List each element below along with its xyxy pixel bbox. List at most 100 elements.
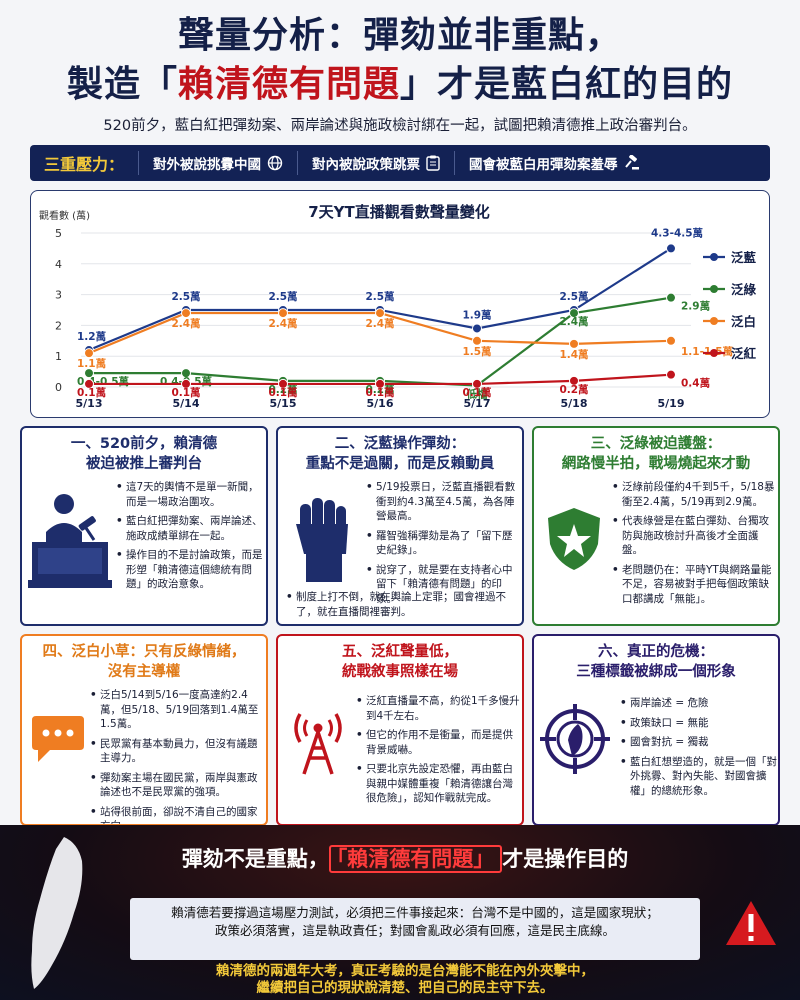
bullet: 泛白5/14到5/16一度高達約2.4萬，但5/18、5/19回落到1.4萬至1…	[90, 688, 266, 732]
data-point	[666, 335, 676, 346]
bullet: 國會對抗 = 獨裁	[620, 735, 778, 750]
data-point	[84, 368, 94, 379]
line-chart: 7天YT直播觀看數聲量變化 觀看數 (萬) 0 1 2 3 4 5 5/13 5/14 5/15 5/…	[39, 203, 757, 410]
data-label: 1.1萬	[77, 357, 106, 370]
card-bullets: 兩岸論述 = 危險 政策缺口 = 無能 國會對抗 = 獨裁 藍白紅想塑造的，就是…	[620, 696, 778, 803]
legend-marker	[710, 285, 718, 293]
bullet: 站得很前面，卻說不清自己的國家方向。	[90, 805, 266, 825]
bullet: 制度上打不倒，就在輿論上定罪；國會裡過不了，就在直播間裡審判。	[286, 590, 522, 619]
legend-marker	[710, 253, 718, 261]
headline-line-1: 聲量分析：彈劾並非重點，	[177, 15, 622, 56]
bullet: 彈劾案主場在國民黨，兩岸與憲政論述也不是民眾黨的強項。	[90, 771, 266, 800]
card-title: 三、泛綠被迫護盤： 網路慢半拍，戰場燒起來才動	[561, 436, 751, 472]
data-label: 1.2萬	[77, 330, 106, 343]
data-point	[375, 308, 385, 319]
card-title: 一、520前夕，賴清德 被迫被推上審判台	[70, 436, 218, 472]
legend-label: 泛藍	[731, 250, 757, 265]
chart-title: 7天YT直播觀看數聲量變化	[308, 203, 490, 221]
data-label: 低檔	[466, 387, 488, 400]
bullet: 但它的作用不是衝量，而是提供背景威嚇。	[356, 728, 522, 757]
line-chart-panel: 7天YT直播觀看數聲量變化 觀看數 (萬) 0 1 2 3 4 5 5/13 5/14 5/15 5/…	[30, 190, 770, 418]
y-axis-label: 觀看數 (萬)	[39, 209, 90, 222]
banner-message: 賴清德若要撐過這場壓力測試，必須把三件事接起來：台灣不是中國的，這是國家現狀； …	[130, 898, 700, 960]
card-title: 二、泛藍操作彈劾： 重點不是過關，而是反賴動員	[305, 436, 495, 472]
data-label: 2.9萬	[681, 300, 710, 313]
crosshair-target-icon	[540, 704, 610, 774]
data-label: 1.1-1.5萬	[681, 345, 733, 358]
clipboard-icon	[426, 155, 440, 171]
pressure-item-parliament: 國會被藍白用彈劾案羞辱	[454, 151, 654, 175]
bullet: 只要北京先設定恐懼，再由藍白與親中媒體重複「賴清德讓台灣很危險」，認知作戰就完成…	[356, 762, 522, 806]
card-title: 四、泛白小草：只有反綠情緒， 沒有主導權	[42, 644, 246, 680]
data-label: 0.2萬	[365, 383, 394, 396]
data-label: 2.5萬	[365, 290, 394, 303]
data-point	[278, 308, 288, 319]
data-label: 0.1萬	[268, 386, 297, 399]
subtitle: 520前夕，藍白紅把彈劾案、兩岸論述與施政檢討綁在一起，試圖把賴清德推上政治審判…	[103, 118, 697, 134]
card-bullets: 泛紅直播量不高，約從1千多慢升到4千左右。 但它的作用不是衝量，而是提供背景威嚇…	[356, 694, 522, 811]
data-point	[666, 369, 676, 380]
banner-callout: 賴清德的兩週年大考，真正考驗的是台灣能不能在內外夾擊中， 繼續把自己的現狀說清楚…	[110, 963, 700, 997]
x-tick-label: 5/16	[367, 397, 394, 410]
y-tick-label: 3	[55, 289, 62, 302]
legend-label: 泛綠	[731, 282, 757, 297]
legend-marker	[710, 349, 718, 357]
bullet: 老問題仍在：平時YT與網路量能不足，容易被對手把每個政策缺口都講成「無能」。	[612, 563, 776, 607]
pressure-item-label: 國會被藍白用彈劾案羞辱	[469, 157, 618, 173]
pressure-lead: 三重壓力：	[44, 155, 125, 174]
card-white-party: 四、泛白小草：只有反綠情緒， 沒有主導權 泛白5/14到5/16一度高達約2.4…	[20, 634, 268, 826]
data-point	[569, 338, 579, 349]
y-tick-label: 0	[55, 381, 62, 394]
data-point	[666, 292, 676, 303]
pressure-bar: 三重壓力： 對外被說挑釁中國 對內被說政策跳票 國會被藍白用彈劾案羞辱	[30, 145, 770, 181]
data-label: 2.4萬	[268, 317, 297, 330]
data-point	[569, 308, 579, 319]
conclusion-banner: 彈劾不是重點， 「賴清德有問題」 才是操作目的 賴清德若要撐過這場壓力測試，必須把三…	[0, 825, 800, 1000]
data-point	[569, 375, 579, 386]
legend-label: 泛白	[731, 314, 756, 329]
data-label: 2.4萬	[171, 317, 200, 330]
x-tick-label: 5/13	[76, 397, 103, 410]
data-point	[472, 378, 482, 389]
data-label: 0.1萬	[365, 386, 394, 399]
bullet: 泛紅直播量不高，約從1千多慢升到4千左右。	[356, 694, 522, 723]
speech-bubble-icon	[32, 716, 84, 762]
card-green-defense: 三、泛綠被迫護盤： 網路慢半拍，戰場燒起來才動 泛綠前段僅約4千到5千，5/18…	[532, 426, 780, 626]
banner-message-line: 政策必須落實，這是執政責任；對國會亂政必須有回應，這是民主底線。	[214, 923, 615, 938]
bullet: 說穿了，就是要在支持者心中留下「賴清德有問題」的印象。	[366, 563, 520, 607]
x-tick-label: 5/19	[658, 397, 685, 410]
card-real-crisis: 六、真正的危機： 三種標籤被綁成一個形象 兩岸論述 = 危險 政策缺口 = 無能…	[532, 634, 780, 826]
judge-podium-icon	[28, 494, 112, 588]
bullet: 代表綠營是在藍白彈劾、台獨攻防與施政檢討升高後才全面護盤。	[612, 514, 776, 558]
headline-highlight: 賴清德有問題	[177, 64, 400, 105]
data-label: 0.2萬	[268, 383, 297, 396]
y-tick-label: 2	[55, 319, 62, 332]
y-tick-label: 1	[55, 350, 62, 363]
data-point	[375, 378, 385, 389]
data-label: 4.3-4.5萬	[651, 226, 703, 239]
data-point	[278, 378, 288, 389]
data-label: 1.9萬	[462, 308, 491, 321]
x-tick-label: 5/17	[464, 397, 491, 410]
data-label: 0.1萬	[77, 386, 106, 399]
card-red-camp: 五、泛紅聲量低， 統戰敘事照樣在場 泛紅直播量不高，約從1千多慢升到4千左右。 …	[276, 634, 524, 826]
bullet: 兩岸論述 = 危險	[620, 696, 778, 711]
card-bullets: 5/19投票日，泛藍直播觀看數衝到約4.3萬至4.5萬，為各陣營最高。 羅智強稱…	[366, 480, 520, 611]
data-label: 0.2萬	[559, 383, 588, 396]
data-label: 1.5萬	[462, 345, 491, 358]
data-label: 1.4萬	[559, 348, 588, 361]
pressure-item-label: 對內被說政策跳票	[312, 157, 421, 173]
pressure-item-label: 對外被說挑釁中國	[153, 157, 262, 173]
headline-suffix: 」才是藍白紅的目的	[400, 64, 734, 105]
data-point	[84, 348, 94, 359]
data-label: 0.4萬	[681, 377, 710, 390]
banner-headline-prefix: 彈劾不是重點，	[181, 847, 329, 871]
data-label: 2.4萬	[365, 317, 394, 330]
data-label: 2.5萬	[268, 290, 297, 303]
globe-icon	[267, 155, 283, 171]
raised-fist-icon	[296, 498, 348, 582]
data-point	[181, 308, 191, 319]
taiwan-map-icon	[31, 837, 83, 989]
data-point	[472, 335, 482, 346]
bullet: 藍白紅把彈劾案、兩岸論述、施政成績單綁在一起。	[116, 514, 264, 543]
